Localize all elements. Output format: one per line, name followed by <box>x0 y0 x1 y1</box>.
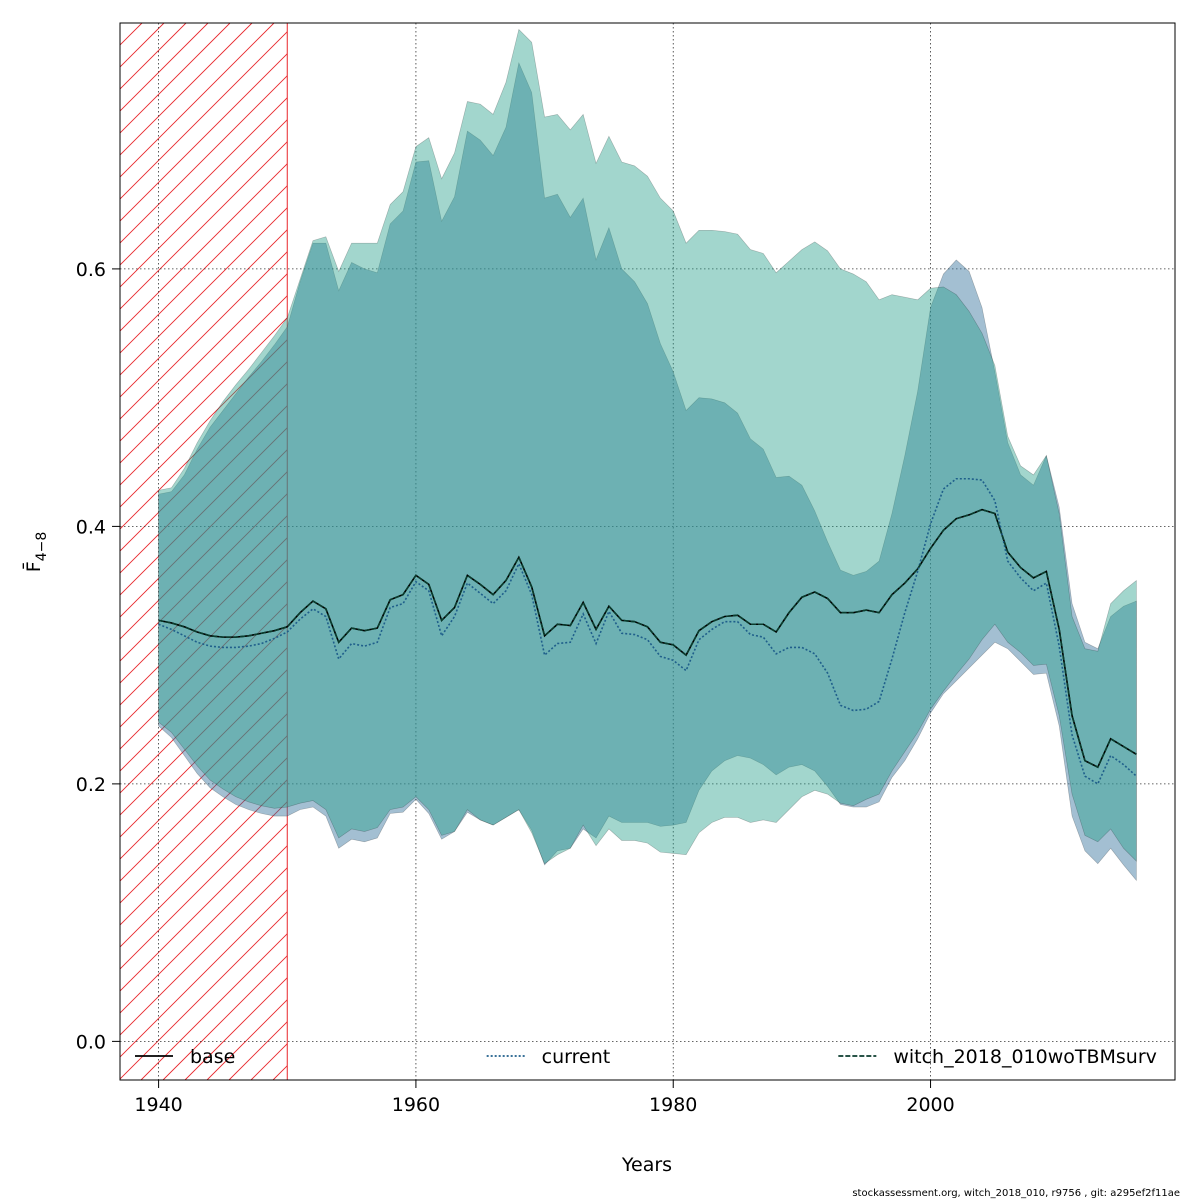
axes-layer: 1940 1960 1980 2000 0.0 0.2 0.4 0.6 base current w… <box>76 259 1157 1116</box>
hatch-line <box>120 757 288 926</box>
series-line <box>158 477 1137 786</box>
grid-layer <box>120 23 1175 1080</box>
hatch-line <box>120 163 288 332</box>
hatch-line <box>120 471 288 640</box>
y-tick-label: 0.2 <box>76 774 106 796</box>
hatch-line <box>120 75 288 244</box>
line-layer <box>158 477 1137 786</box>
hatched-region <box>120 23 288 1080</box>
y-axis-label: F̄4−8 <box>21 532 50 572</box>
hatch-line <box>120 53 288 222</box>
y-tick-label: 0.6 <box>76 259 106 281</box>
hatch-line <box>120 801 288 970</box>
hatch-line <box>120 537 288 706</box>
hatch-line <box>120 97 288 266</box>
legend-label: base <box>190 1046 235 1068</box>
hatch-line <box>120 867 288 1036</box>
hatch-line <box>120 141 288 310</box>
hatch-line <box>120 23 165 68</box>
y-axis-label-sub: 4−8 <box>34 532 50 562</box>
hatch-line <box>120 779 288 948</box>
hatch-line <box>120 449 288 618</box>
hatch-line <box>120 427 288 596</box>
hatch-line <box>120 23 143 46</box>
x-tick-label: 2000 <box>906 1094 954 1116</box>
hatch-line <box>120 845 288 1014</box>
hatch-line <box>120 23 121 24</box>
plot-frame <box>119 22 1176 1081</box>
hatch-line <box>120 185 288 354</box>
x-axis-label: Years <box>621 1154 672 1176</box>
confidence-band <box>158 61 1137 882</box>
hatch-border <box>120 23 288 1080</box>
series-line <box>158 508 1137 769</box>
hatch-line <box>120 493 288 662</box>
legend-label: witch_2018_010woTBMsurv <box>893 1046 1157 1068</box>
x-tick-label: 1980 <box>649 1094 697 1116</box>
footer: stockassessment.org, witch_2018_010, r97… <box>852 1188 1180 1199</box>
hatch-line <box>120 889 288 1058</box>
y-tick-label: 0.0 <box>76 1031 106 1053</box>
hatch-line <box>120 515 288 684</box>
x-tick-label: 1940 <box>134 1094 182 1116</box>
y-axis-label-main: F̄ <box>21 561 45 572</box>
hatch-line <box>120 405 288 574</box>
legend-label: current <box>542 1046 611 1068</box>
confidence-band <box>158 28 1137 865</box>
y-tick-label: 0.4 <box>76 516 106 538</box>
hatch-line <box>120 119 288 288</box>
hatch-line <box>120 23 187 90</box>
hatch-lines <box>120 23 288 1080</box>
x-tick-label: 1960 <box>392 1094 440 1116</box>
hatch-layer <box>120 23 288 1080</box>
hatch-line <box>120 823 288 992</box>
band-layer <box>158 28 1137 882</box>
